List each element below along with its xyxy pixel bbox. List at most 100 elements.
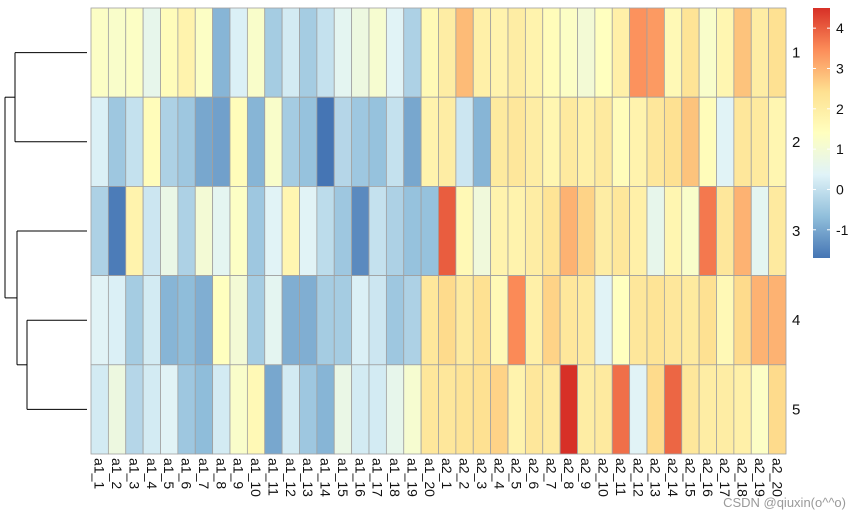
column-label: a2_7 [543,458,559,489]
heatmap-cell [194,96,214,187]
heatmap-cell [768,185,787,276]
heatmap-cell [768,7,787,98]
heatmap-cell [559,364,578,455]
heatmap-cell [559,7,578,98]
heatmap-cell [716,275,735,366]
heatmap-cell [768,275,787,366]
heatmap-cell [246,96,266,187]
heatmap-cell [177,185,196,276]
heatmap-cell [698,275,717,366]
column-label: a2_11 [613,458,629,496]
column-label: a2_8 [561,458,577,489]
heatmap-cell [333,275,353,366]
heatmap-cell [107,185,127,276]
heatmap-cell [577,96,596,187]
heatmap-cell [542,275,561,366]
heatmap-cell [316,275,335,366]
column-label: a2_16 [700,458,716,497]
heatmap-cell [594,7,613,98]
heatmap-cell [107,7,127,98]
heatmap-cell [351,364,370,455]
heatmap-cell [698,185,717,276]
heatmap-cell [142,185,161,276]
heatmap-cell [524,364,544,455]
heatmap-cell [490,185,509,276]
heatmap-cell [299,96,318,187]
heatmap-cell [368,275,387,366]
heatmap-cell [142,364,161,455]
heatmap-cell [385,185,405,276]
heatmap-cell [90,96,109,187]
heatmap-cell [142,96,161,187]
heatmap-cell [403,275,422,366]
heatmap-cell [194,7,214,98]
heatmap-cell [524,275,544,366]
heatmap-cell [177,96,196,187]
column-label: a1_19 [404,458,420,497]
heatmap-cell [698,364,717,455]
heatmap-cell [420,185,439,276]
heatmap-cell [681,7,700,98]
heatmap-cell [403,364,422,455]
heatmap-cell [229,96,248,187]
heatmap-cell [542,185,561,276]
column-label: a1_3 [126,458,142,489]
heatmap-cell [385,7,405,98]
column-label: a1_10 [248,458,264,497]
heatmap-cell [455,96,474,187]
heatmap-cell [142,275,161,366]
heatmap-cell [524,7,544,98]
heatmap-cell [750,7,770,98]
row-label: 3 [792,223,800,240]
heatmap-cell [472,96,492,187]
heatmap-cell [750,96,770,187]
heatmap-cell [177,364,196,455]
row-label: 2 [792,134,800,151]
heatmap-cell [125,364,144,455]
column-label: a2_2 [457,458,473,489]
column-label: a1_20 [422,458,438,497]
legend-tick-label: -1 [836,222,849,238]
column-label: a2_19 [752,458,768,497]
row-labels: 1 2 3 4 5 [792,45,800,419]
heatmap-cell [385,275,405,366]
heatmap-cell [507,7,526,98]
heatmap-cell [472,364,492,455]
watermark: CSDN @qiuxin(o^^o) [723,495,846,510]
heatmap-cell [438,185,457,276]
heatmap-cell [212,7,231,98]
heatmap-cell [698,7,717,98]
heatmap-cell [368,185,387,276]
heatmap-cell [368,364,387,455]
legend-tick-label: 3 [836,61,844,77]
heatmap-cell [507,364,526,455]
heatmap-cell [646,185,665,276]
heatmap-cell [229,7,248,98]
heatmap-cell [212,364,231,455]
heatmap-cell [472,275,492,366]
heatmap-cell [716,364,735,455]
heatmap-cell [351,275,370,366]
heatmap-cell [646,96,665,187]
heatmap-cell [420,275,439,366]
column-label: a2_6 [526,458,542,489]
row-dendrogram [4,52,87,410]
heatmap-cell [194,275,214,366]
heatmap-cell [403,96,422,187]
heatmap-cell [646,7,665,98]
heatmap-cell [229,364,248,455]
column-label: a1_9 [231,458,247,489]
heatmap-cell [368,96,387,187]
heatmap-cell [646,364,665,455]
heatmap-cell [90,185,109,276]
column-label: a2_10 [596,458,612,497]
heatmap-cell [629,96,648,187]
heatmap-cell [542,7,561,98]
column-label: a1_1 [92,458,108,489]
column-label: a1_2 [109,458,125,489]
column-label: a2_18 [735,458,751,497]
heatmap-cell [351,96,370,187]
heatmap-cell [107,275,127,366]
heatmap-cell [264,185,283,276]
